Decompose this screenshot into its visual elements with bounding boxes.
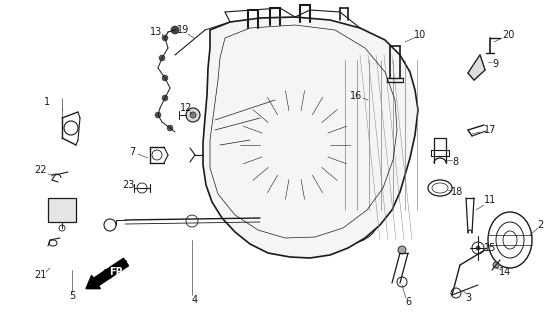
- Circle shape: [167, 125, 173, 131]
- Text: 2: 2: [537, 220, 543, 230]
- Circle shape: [344, 209, 356, 221]
- Text: 13: 13: [150, 27, 162, 37]
- Text: 21: 21: [34, 270, 46, 280]
- Text: 20: 20: [502, 30, 514, 40]
- Circle shape: [190, 112, 196, 118]
- Text: 8: 8: [452, 157, 458, 167]
- Text: 10: 10: [414, 30, 426, 40]
- Polygon shape: [468, 55, 485, 80]
- Text: 11: 11: [484, 195, 496, 205]
- Text: 19: 19: [177, 25, 189, 35]
- FancyBboxPatch shape: [48, 198, 76, 222]
- Circle shape: [171, 26, 179, 34]
- Text: 7: 7: [129, 147, 135, 157]
- Text: 1: 1: [44, 97, 50, 107]
- Text: FR.: FR.: [109, 267, 127, 277]
- Text: 23: 23: [122, 180, 134, 190]
- Text: 5: 5: [69, 291, 75, 301]
- FancyArrow shape: [86, 258, 128, 289]
- Circle shape: [155, 112, 161, 118]
- Text: 16: 16: [350, 91, 362, 101]
- Text: 15: 15: [484, 243, 496, 253]
- Circle shape: [283, 133, 307, 157]
- Text: 14: 14: [499, 267, 511, 277]
- Text: 3: 3: [465, 293, 471, 303]
- Text: 9: 9: [492, 59, 498, 69]
- Circle shape: [398, 246, 406, 254]
- Text: 18: 18: [451, 187, 463, 197]
- Polygon shape: [203, 17, 418, 258]
- Text: 4: 4: [192, 295, 198, 305]
- Circle shape: [162, 75, 168, 81]
- Circle shape: [159, 55, 165, 61]
- Circle shape: [186, 108, 200, 122]
- Text: 12: 12: [180, 103, 192, 113]
- Circle shape: [289, 139, 301, 151]
- Circle shape: [493, 262, 499, 268]
- Text: 17: 17: [484, 125, 496, 135]
- Circle shape: [162, 95, 168, 101]
- Text: 22: 22: [33, 165, 46, 175]
- Circle shape: [162, 35, 168, 41]
- Circle shape: [476, 246, 480, 250]
- Text: 6: 6: [405, 297, 411, 307]
